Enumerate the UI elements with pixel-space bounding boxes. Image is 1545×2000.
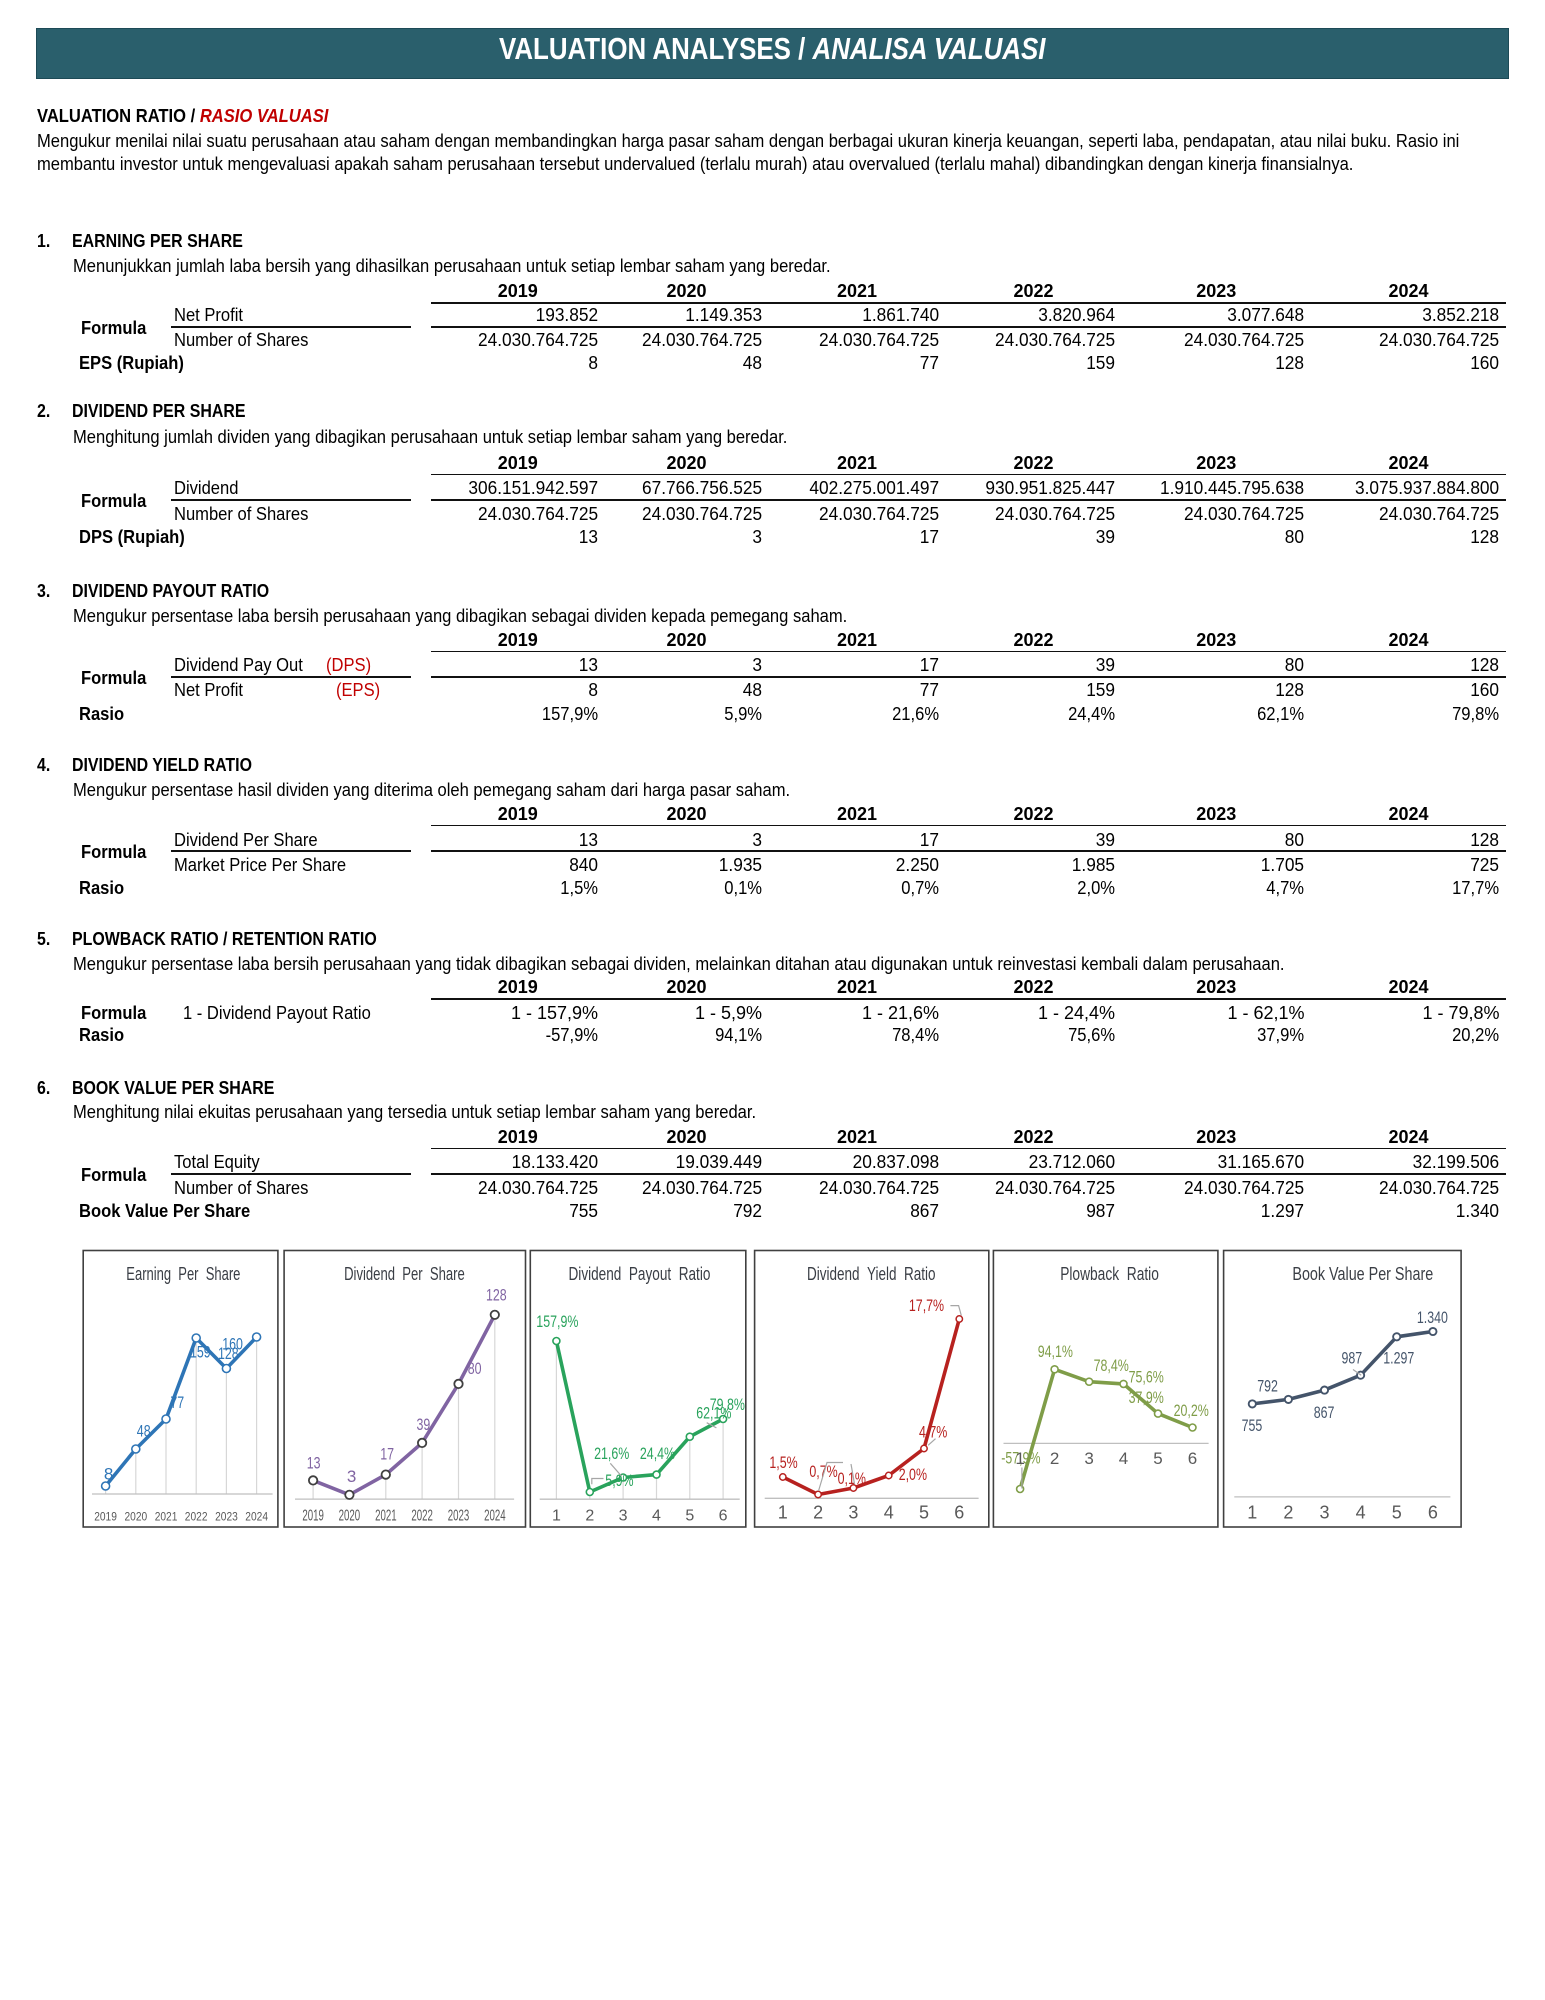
svg-text:1: 1 [1247, 1503, 1257, 1523]
svg-text:Dividend Payout Ratio: Dividend Payout Ratio [569, 1263, 711, 1284]
svg-text:2022: 2022 [185, 1510, 208, 1524]
svg-text:0,1%: 0,1% [838, 1469, 866, 1488]
svg-text:3: 3 [347, 1467, 356, 1486]
svg-text:2: 2 [813, 1503, 823, 1523]
svg-text:5: 5 [919, 1503, 929, 1523]
svg-text:2021: 2021 [375, 1508, 397, 1525]
svg-text:Dividend Yield Ratio: Dividend Yield Ratio [807, 1263, 936, 1284]
svg-text:159: 159 [190, 1342, 211, 1361]
svg-text:4: 4 [1119, 1449, 1128, 1468]
svg-text:2023: 2023 [448, 1508, 470, 1525]
svg-text:2024: 2024 [484, 1508, 506, 1525]
svg-text:39: 39 [417, 1415, 431, 1434]
svg-text:2: 2 [585, 1508, 594, 1525]
svg-text:2022: 2022 [411, 1508, 433, 1525]
svg-text:3: 3 [1319, 1503, 1329, 1523]
svg-text:37,9%: 37,9% [1129, 1388, 1164, 1407]
svg-text:Book Value Per Share: Book Value Per Share [1292, 1263, 1433, 1284]
svg-text:8: 8 [104, 1465, 113, 1484]
svg-text:2: 2 [1283, 1503, 1293, 1523]
svg-text:2019: 2019 [94, 1510, 117, 1524]
svg-text:792: 792 [1257, 1377, 1278, 1396]
svg-text:3: 3 [619, 1508, 628, 1525]
svg-text:94,1%: 94,1% [1038, 1342, 1073, 1361]
svg-text:4: 4 [884, 1503, 894, 1523]
svg-text:1: 1 [778, 1503, 788, 1523]
svg-text:62,1%: 62,1% [696, 1403, 731, 1422]
svg-text:3: 3 [848, 1503, 858, 1523]
svg-text:1,5%: 1,5% [769, 1453, 797, 1472]
svg-text:2020: 2020 [125, 1510, 148, 1524]
svg-text:2021: 2021 [155, 1510, 178, 1524]
svg-text:20,2%: 20,2% [1174, 1401, 1209, 1420]
svg-text:157,9%: 157,9% [536, 1312, 578, 1331]
svg-text:Earning Per Share: Earning Per Share [126, 1263, 240, 1284]
svg-text:6: 6 [1428, 1503, 1438, 1523]
svg-text:6: 6 [954, 1503, 964, 1523]
svg-text:4,7%: 4,7% [919, 1423, 947, 1442]
svg-text:75,6%: 75,6% [1129, 1368, 1164, 1387]
svg-text:Plowback Ratio: Plowback Ratio [1060, 1263, 1159, 1284]
svg-text:5,9%: 5,9% [605, 1471, 633, 1490]
svg-text:0,7%: 0,7% [809, 1462, 837, 1481]
svg-text:1: 1 [1015, 1449, 1024, 1468]
svg-text:5: 5 [685, 1508, 694, 1525]
svg-text:13: 13 [307, 1453, 321, 1472]
svg-text:6: 6 [1188, 1449, 1197, 1468]
svg-text:755: 755 [1242, 1416, 1263, 1435]
svg-text:78,4%: 78,4% [1094, 1356, 1129, 1375]
svg-text:160: 160 [222, 1335, 243, 1354]
svg-text:128: 128 [486, 1286, 507, 1305]
svg-text:2024: 2024 [245, 1510, 268, 1524]
svg-text:21,6%: 21,6% [594, 1444, 629, 1463]
svg-text:6: 6 [719, 1508, 728, 1525]
svg-text:2019: 2019 [302, 1508, 324, 1525]
svg-text:2023: 2023 [215, 1510, 238, 1524]
svg-text:2: 2 [1050, 1449, 1059, 1468]
svg-text:5: 5 [1392, 1503, 1402, 1523]
svg-text:128: 128 [218, 1344, 239, 1363]
svg-text:48: 48 [137, 1422, 151, 1441]
svg-text:4: 4 [1356, 1503, 1366, 1523]
svg-text:17: 17 [380, 1445, 394, 1464]
svg-text:17,7%: 17,7% [909, 1296, 944, 1315]
svg-text:Dividend Per Share: Dividend Per Share [344, 1263, 465, 1284]
svg-text:77: 77 [170, 1393, 184, 1412]
svg-text:79,8%: 79,8% [710, 1395, 745, 1414]
svg-text:5: 5 [1153, 1449, 1162, 1468]
svg-text:2020: 2020 [339, 1508, 361, 1525]
svg-text:4: 4 [652, 1508, 661, 1525]
svg-text:1.340: 1.340 [1417, 1308, 1448, 1327]
svg-text:1: 1 [552, 1508, 561, 1525]
svg-text:-57,9%: -57,9% [1001, 1448, 1040, 1467]
svg-text:24,4%: 24,4% [640, 1444, 675, 1463]
svg-text:867: 867 [1314, 1403, 1335, 1422]
svg-text:2,0%: 2,0% [899, 1465, 927, 1484]
svg-text:1.297: 1.297 [1383, 1349, 1414, 1368]
svg-text:3: 3 [1084, 1449, 1093, 1468]
svg-text:987: 987 [1342, 1349, 1363, 1368]
svg-text:80: 80 [468, 1359, 482, 1378]
